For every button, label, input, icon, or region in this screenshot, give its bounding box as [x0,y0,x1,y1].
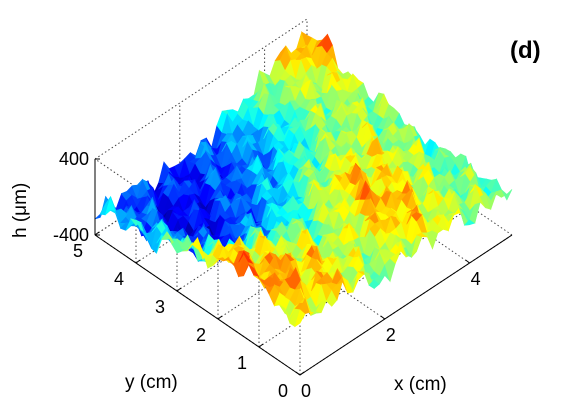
y-tick-label: 2 [196,325,206,345]
tick-labels: 0 2 4 0 1 2 3 4 5-400 400 [53,149,481,401]
z-tick-label: -400 [53,225,89,245]
height-surface [94,30,513,328]
x-axis-label: x (cm) [394,374,447,395]
z-axis-label: h (μm) [10,183,31,238]
z-tick-label: 400 [59,149,89,169]
axis-line-1 [94,234,301,376]
y-tick-label: 5 [73,241,83,261]
y-tick-mark [299,371,305,376]
x-tick-mark [380,315,386,320]
y-tick-mark [217,315,223,320]
y-tick-mark [135,259,141,264]
y-tick-label: 0 [278,381,288,401]
panel-label: (d) [510,37,541,64]
x-tick-label: 0 [301,381,311,401]
y-axis-label: y (cm) [125,372,178,393]
surface-facet [501,189,513,201]
y-tick-mark [258,343,264,348]
y-tick-label: 1 [237,353,247,373]
x-tick-label: 4 [471,269,481,289]
axis-line-0 [299,234,513,376]
y-tick-mark [176,287,182,292]
x-tick-label: 2 [386,325,396,345]
x-tick-mark [465,259,470,264]
y-tick-label: 3 [155,297,165,317]
x-tick-mark [295,371,301,376]
y-tick-label: 4 [114,269,124,289]
axis-lines [94,158,513,376]
